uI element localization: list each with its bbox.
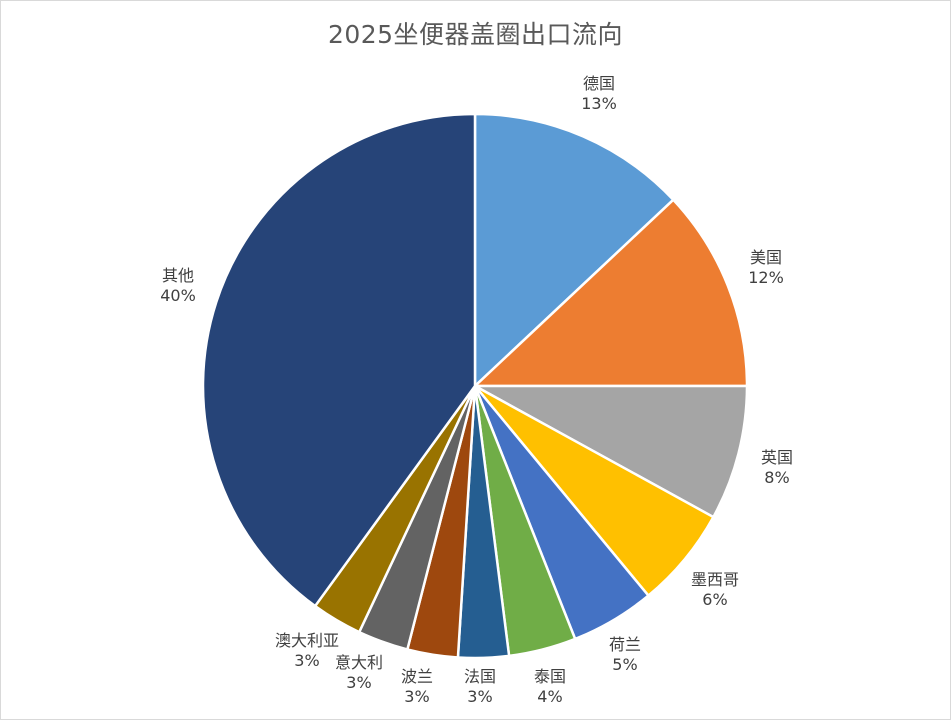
- pie-slice-0: [473, 112, 675, 388]
- slice-label-2: 英国 8%: [761, 448, 793, 487]
- chart-title: 2025坐便器盖圈出口流向: [327, 20, 624, 49]
- slice-category-label: 其他: [162, 266, 194, 285]
- slice-label-4: 荷兰 5%: [609, 635, 641, 674]
- slice-category-label: 荷兰: [609, 635, 641, 654]
- slice-category-label: 泰国: [534, 667, 566, 686]
- slice-category-label: 法国: [464, 667, 496, 686]
- slice-percent-label: 12%: [748, 268, 784, 287]
- slice-category-label: 墨西哥: [691, 570, 739, 589]
- slice-category-label: 德国: [583, 74, 615, 93]
- slice-percent-label: 13%: [581, 94, 617, 113]
- slice-label-9: 澳大利亚 3%: [275, 631, 339, 670]
- pie-slices: [201, 112, 749, 660]
- slice-label-8: 意大利 3%: [335, 653, 383, 692]
- slice-percent-label: 40%: [160, 286, 196, 305]
- slice-percent-label: 8%: [764, 468, 789, 487]
- slice-category-label: 美国: [750, 248, 782, 267]
- slice-label-1: 美国 12%: [748, 248, 784, 287]
- slice-label-0: 德国 13%: [581, 74, 617, 113]
- slice-label-3: 墨西哥 6%: [691, 570, 739, 609]
- slice-percent-label: 5%: [612, 655, 637, 674]
- pie-slice-10: [201, 112, 477, 608]
- slice-percent-label: 3%: [467, 687, 492, 706]
- slice-label-7: 波兰 3%: [401, 667, 433, 706]
- slice-category-label: 意大利: [335, 653, 383, 672]
- slice-percent-label: 3%: [294, 651, 319, 670]
- slice-label-6: 法国 3%: [464, 667, 496, 706]
- pie-slice-2: [473, 384, 749, 519]
- slice-category-label: 波兰: [401, 667, 433, 686]
- slice-category-label: 英国: [761, 448, 793, 467]
- slice-label-10: 其他 40%: [160, 266, 196, 305]
- pie-labels: 德国 13%美国 12%英国 8%墨西哥 6%荷兰 5%泰国 4%法国 3%波兰 3%意大利 3%…: [160, 74, 793, 706]
- slice-percent-label: 3%: [404, 687, 429, 706]
- slice-percent-label: 6%: [702, 590, 727, 609]
- slice-percent-label: 4%: [537, 687, 562, 706]
- slice-category-label: 澳大利亚: [275, 631, 339, 650]
- slice-percent-label: 3%: [346, 673, 371, 692]
- pie-slice-1: [473, 198, 749, 388]
- slice-label-5: 泰国 4%: [534, 667, 566, 706]
